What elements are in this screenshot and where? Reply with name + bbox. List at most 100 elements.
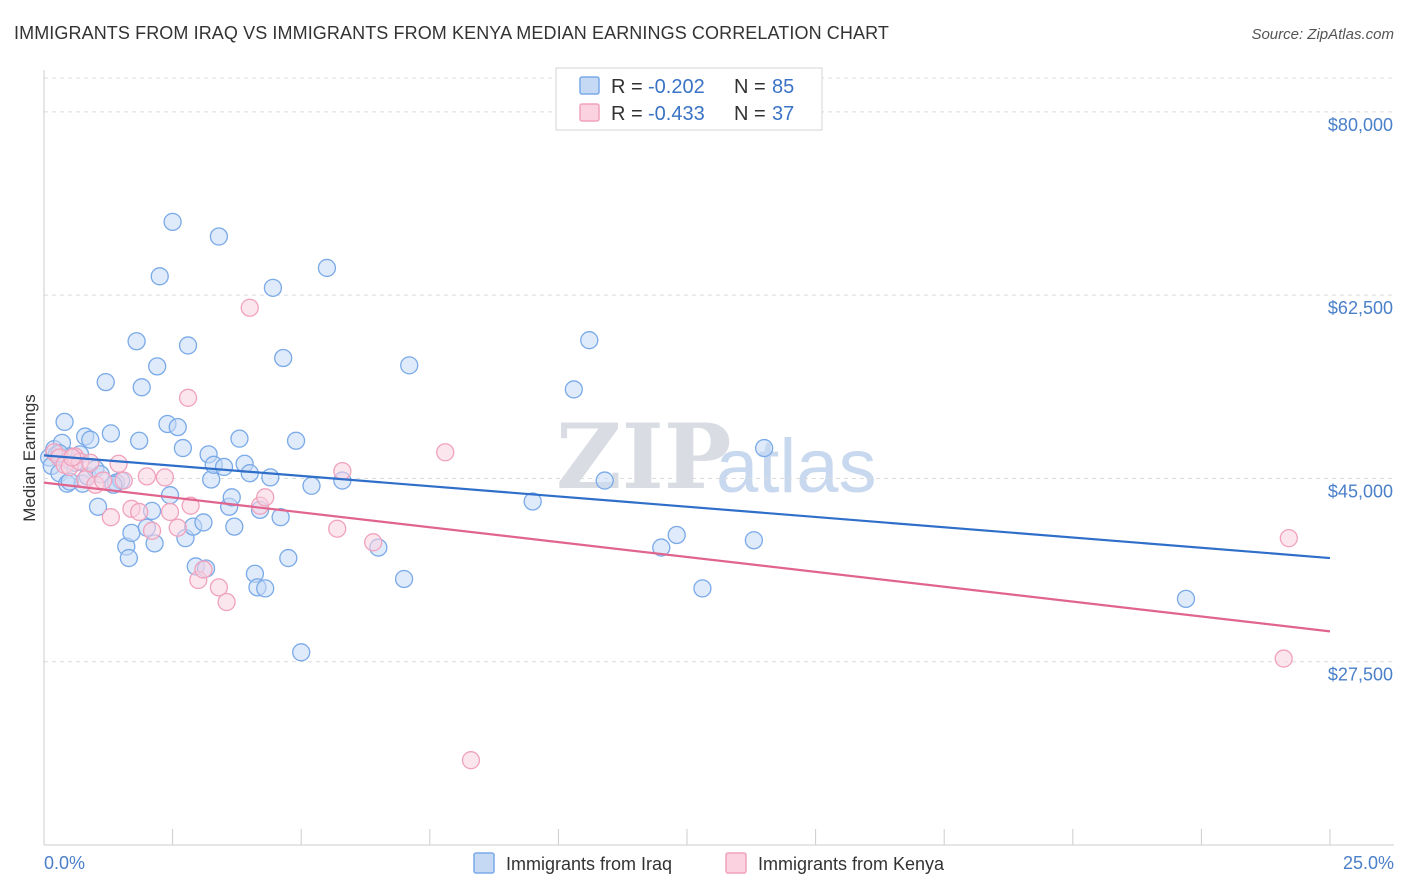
point-kenya <box>178 388 198 407</box>
x-tick-label-min: 0.0% <box>44 853 85 873</box>
point-kenya <box>328 519 347 538</box>
trend-line-iraq <box>43 454 1331 560</box>
point-kenya <box>194 560 213 579</box>
point-kenya <box>81 453 100 472</box>
point-iraq <box>173 438 193 458</box>
legend-n-value-iraq: 85 <box>772 76 794 98</box>
point-kenya <box>168 518 187 537</box>
chart-title: IMMIGRANTS FROM IRAQ VS IMMIGRANTS FROM … <box>14 23 889 43</box>
point-iraq <box>667 525 686 545</box>
point-iraq <box>595 471 614 490</box>
y-tick-label: $45,000 <box>1328 481 1393 501</box>
watermark-atlas: atlas <box>716 424 877 509</box>
y-axis-label: Median Earnings <box>20 394 39 522</box>
y-tick-labels: $80,000 $62,500 $45,000 $27,500 <box>1328 115 1393 685</box>
point-iraq <box>271 508 290 527</box>
point-iraq <box>755 438 774 458</box>
point-kenya <box>109 454 128 473</box>
point-kenya <box>240 298 259 317</box>
point-iraq <box>127 332 146 351</box>
point-iraq <box>400 356 419 375</box>
point-kenya <box>114 471 133 490</box>
y-tick-label: $27,500 <box>1328 665 1393 685</box>
point-iraq <box>279 548 298 568</box>
point-iraq <box>163 212 182 232</box>
point-kenya <box>181 496 200 515</box>
point-iraq <box>580 331 599 350</box>
point-iraq <box>225 517 244 536</box>
y-tick-label: $80,000 <box>1328 115 1393 135</box>
point-iraq <box>256 579 275 598</box>
point-iraq <box>132 378 151 397</box>
legend-r-value-kenya: -0.433 <box>648 103 705 125</box>
series-legend-swatch-iraq <box>473 852 495 874</box>
point-iraq <box>222 488 241 507</box>
point-kenya <box>101 508 121 527</box>
point-kenya <box>436 443 455 462</box>
point-iraq <box>160 486 180 505</box>
point-iraq <box>194 513 213 532</box>
point-kenya <box>137 467 157 486</box>
point-iraq <box>96 372 115 392</box>
legend-swatch-iraq <box>579 76 600 95</box>
point-iraq <box>744 531 764 550</box>
point-kenya <box>94 471 113 490</box>
series-legend: Immigrants from Iraq Immigrants from Ken… <box>473 852 945 874</box>
point-iraq <box>1176 589 1196 609</box>
point-iraq <box>286 431 306 450</box>
point-iraq <box>274 348 293 368</box>
watermark-zip: ZIP <box>556 404 731 510</box>
legend-n-value-kenya: 37 <box>772 103 794 125</box>
point-kenya <box>256 488 275 507</box>
point-kenya <box>333 461 352 481</box>
legend-r-label-kenya: R = <box>611 103 643 125</box>
point-iraq <box>101 424 121 443</box>
x-tick-marks <box>43 829 1331 845</box>
point-iraq <box>564 380 583 399</box>
point-kenya <box>1279 528 1298 548</box>
watermark: ZIP atlas <box>556 404 877 510</box>
point-kenya <box>461 751 481 770</box>
legend-box <box>555 67 823 131</box>
x-tick-label-max: 25.0% <box>1343 853 1394 873</box>
legend-swatch-kenya <box>579 103 600 122</box>
point-iraq <box>230 429 249 448</box>
point-iraq <box>168 417 187 437</box>
legend-n-label-iraq: N = <box>734 76 766 98</box>
point-kenya <box>142 521 162 540</box>
point-kenya <box>130 502 149 522</box>
point-iraq <box>261 468 280 487</box>
point-kenya <box>160 502 180 522</box>
point-iraq <box>652 538 671 557</box>
legend-n-label-kenya: N = <box>734 103 766 125</box>
point-iraq <box>292 643 311 662</box>
series-legend-label-kenya: Immigrants from Kenya <box>758 854 945 874</box>
point-iraq <box>55 412 74 432</box>
point-iraq <box>88 497 108 516</box>
legend-r-value-iraq: -0.202 <box>648 76 705 98</box>
point-iraq <box>148 357 167 376</box>
point-iraq <box>119 548 139 568</box>
trend-line-kenya <box>43 481 1331 633</box>
point-iraq <box>693 579 712 598</box>
point-iraq <box>317 258 337 278</box>
point-iraq <box>178 336 198 355</box>
legend-r-label-iraq: R = <box>611 76 643 98</box>
y-tick-label: $62,500 <box>1328 298 1393 318</box>
chart-source: Source: ZipAtlas.com <box>1251 26 1394 43</box>
point-kenya <box>155 468 175 487</box>
point-iraq <box>302 476 321 495</box>
point-kenya <box>364 533 383 552</box>
point-kenya <box>217 592 236 612</box>
point-iraq <box>394 569 414 589</box>
point-iraq <box>523 492 542 511</box>
point-iraq <box>150 267 169 286</box>
point-iraq <box>263 278 283 297</box>
point-iraq <box>209 227 229 246</box>
trend-layer <box>43 454 1331 633</box>
series-legend-swatch-kenya <box>725 852 747 874</box>
point-iraq <box>81 430 100 449</box>
correlation-legend: R = -0.202 N = 85 R = -0.433 N = 37 <box>555 67 823 131</box>
